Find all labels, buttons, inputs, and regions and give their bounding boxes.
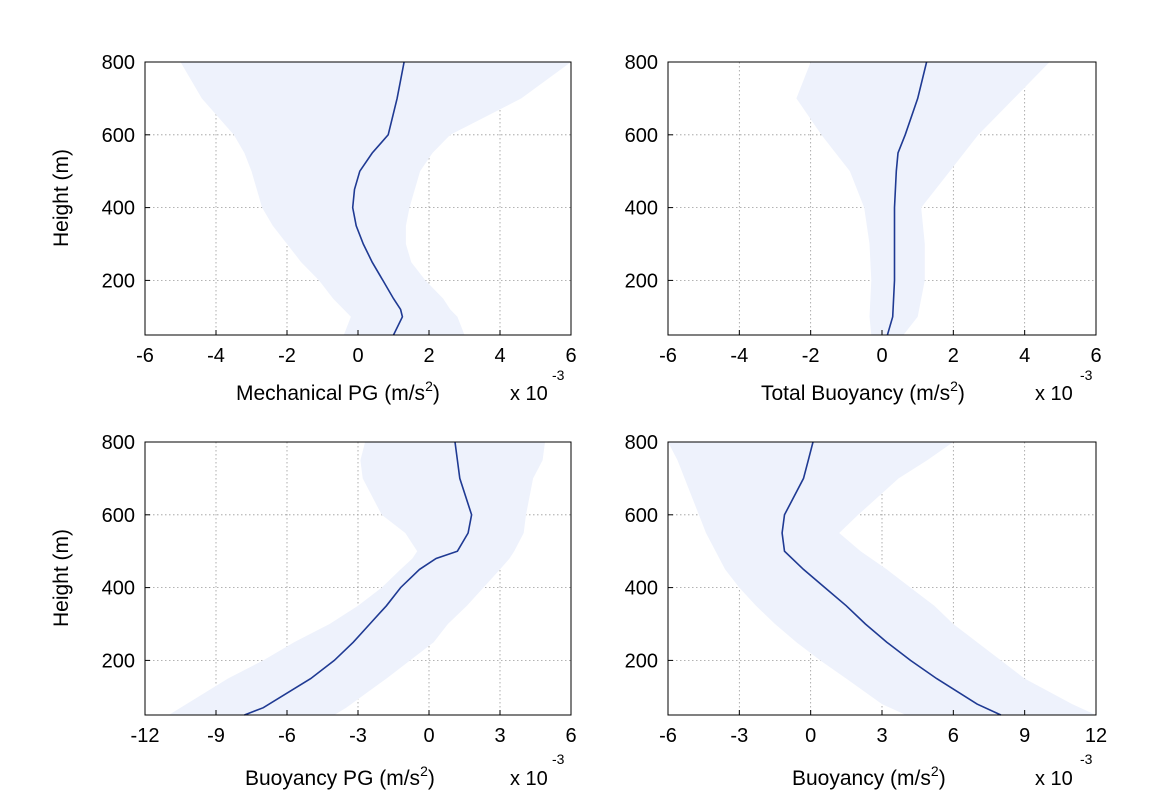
y-tick-label: 400 [625, 578, 658, 600]
y-tick-label: 200 [625, 270, 658, 292]
x-axis-multiplier-exponent: -3 [552, 751, 565, 767]
series-line [781, 441, 1002, 716]
x-tick-label: 0 [876, 345, 887, 367]
x-tick-label: -12 [131, 725, 160, 747]
y-axis-label: Height (m) [50, 529, 73, 627]
x-axis-label: Buoyancy PG (m/s2) [245, 763, 435, 790]
x-axis-multiplier-exponent: -3 [1080, 367, 1093, 383]
axis-ticks: -6 -4 -2 0 2 4 6 200 400 600 800 [102, 52, 577, 367]
x-tick-label: 6 [565, 725, 576, 747]
axis-ticks: -6 -4 -2 0 2 4 6 200 400 600 800 [625, 52, 1102, 367]
x-tick-label: -9 [207, 725, 225, 747]
x-tick-label: -6 [659, 345, 677, 367]
y-tick-label: 600 [625, 125, 658, 147]
x-tick-label: -2 [802, 345, 820, 367]
x-tick-label: 4 [1019, 345, 1030, 367]
axis-ticks: -6 -3 0 3 6 9 12 200 400 600 800 [625, 432, 1108, 747]
panel-mechanical-pg: -6 -4 -2 0 2 4 6 200 400 600 800 Height (m) Mechan… [50, 52, 577, 405]
x-axis-multiplier-exponent: -3 [552, 367, 565, 383]
x-tick-label: 4 [494, 345, 505, 367]
x-tick-label: 0 [805, 725, 816, 747]
x-tick-label: 3 [876, 725, 887, 747]
x-tick-label: 6 [948, 725, 959, 747]
axis-ticks: -12 -9 -6 -3 0 3 6 200 400 600 800 [102, 432, 577, 747]
y-tick-label: 400 [102, 198, 135, 220]
panel-total-buoyancy: -6 -4 -2 0 2 4 6 200 400 600 800 Total Buoyancy (m… [625, 52, 1102, 405]
x-tick-label: -4 [207, 345, 225, 367]
series-line [886, 61, 928, 336]
panel-buoyancy-pg: -12 -9 -6 -3 0 3 6 200 400 600 800 Height (m) Buoy… [50, 432, 577, 790]
x-tick-label: 3 [494, 725, 505, 747]
y-tick-label: 600 [102, 505, 135, 527]
y-tick-label: 600 [625, 505, 658, 527]
x-tick-label: -4 [730, 345, 748, 367]
y-tick-label: 200 [102, 650, 135, 672]
y-tick-label: 800 [102, 52, 135, 74]
series-line [244, 441, 473, 716]
x-tick-label: -3 [349, 725, 367, 747]
x-tick-label: 0 [352, 345, 363, 367]
x-tick-label: -6 [659, 725, 677, 747]
x-tick-label: 2 [948, 345, 959, 367]
y-tick-label: 400 [102, 578, 135, 600]
y-axis-label: Height (m) [50, 149, 73, 247]
y-tick-label: 800 [625, 52, 658, 74]
confidence-band [180, 62, 571, 335]
x-tick-label: -6 [278, 725, 296, 747]
x-tick-label: 9 [1019, 725, 1030, 747]
confidence-band [168, 442, 545, 715]
x-tick-label: 12 [1085, 725, 1107, 747]
x-axis-multiplier: x 10 [1035, 768, 1073, 790]
y-tick-label: 200 [102, 270, 135, 292]
y-tick-label: 800 [625, 432, 658, 454]
x-tick-label: -6 [136, 345, 154, 367]
confidence-band [668, 442, 1096, 715]
series-line [351, 61, 405, 336]
x-axis-multiplier: x 10 [1035, 383, 1073, 405]
x-tick-label: 0 [423, 725, 434, 747]
x-axis-label: Buoyancy (m/s2) [792, 763, 946, 790]
x-axis-multiplier: x 10 [510, 768, 548, 790]
x-axis-label: Mechanical PG (m/s2) [236, 378, 440, 405]
x-tick-label: -2 [278, 345, 296, 367]
y-tick-label: 200 [625, 650, 658, 672]
panel-buoyancy: -6 -3 0 3 6 9 12 200 400 600 800 Buoyancy (m/s2) x… [625, 432, 1108, 790]
y-tick-label: 400 [625, 198, 658, 220]
y-tick-label: 800 [102, 432, 135, 454]
y-tick-label: 600 [102, 125, 135, 147]
confidence-band [796, 62, 1050, 335]
x-tick-label: 6 [565, 345, 576, 367]
x-axis-label: Total Buoyancy (m/s2) [761, 378, 965, 405]
x-tick-label: 2 [423, 345, 434, 367]
x-tick-label: 6 [1090, 345, 1101, 367]
x-axis-multiplier: x 10 [510, 383, 548, 405]
x-tick-label: -3 [730, 725, 748, 747]
x-axis-multiplier-exponent: -3 [1080, 751, 1093, 767]
